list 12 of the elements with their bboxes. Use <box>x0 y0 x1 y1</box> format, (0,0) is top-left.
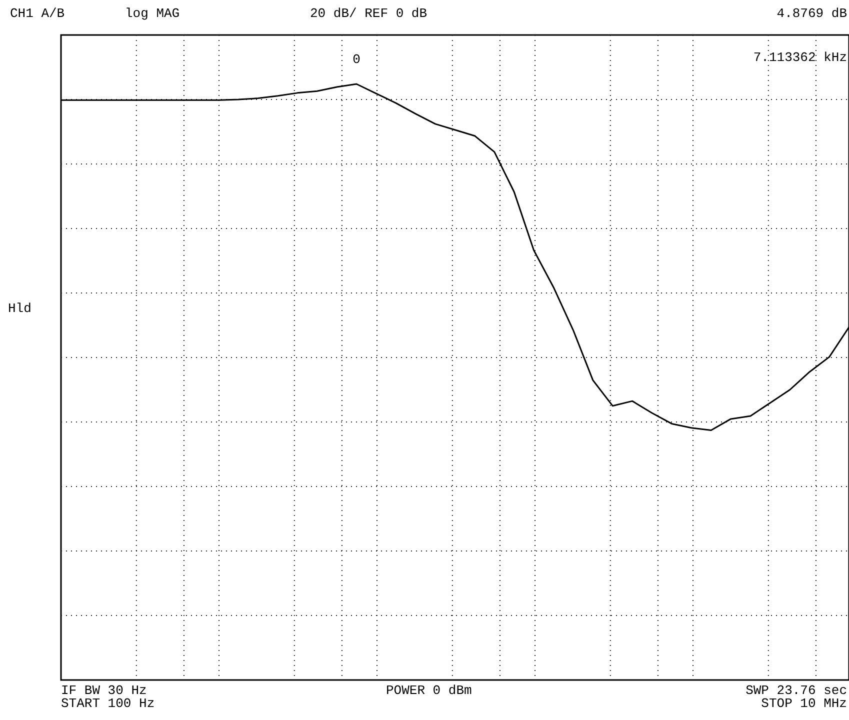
annotation: 0 <box>352 52 360 67</box>
text: STOP 10 MHz <box>761 696 847 711</box>
text: 20 dB/ REF 0 dB <box>310 6 428 21</box>
text: SWP 23.76 sec <box>746 683 847 698</box>
text: 4.8769 dB <box>776 6 848 21</box>
text: log MAG <box>125 6 180 21</box>
text: 7.113362 kHz <box>753 50 847 65</box>
text: CH1 A/B <box>10 6 65 21</box>
text: IF BW 30 Hz <box>61 683 147 698</box>
text: START 100 Hz <box>61 696 155 711</box>
text: Hld <box>8 301 32 316</box>
text: POWER 0 dBm <box>386 683 472 698</box>
